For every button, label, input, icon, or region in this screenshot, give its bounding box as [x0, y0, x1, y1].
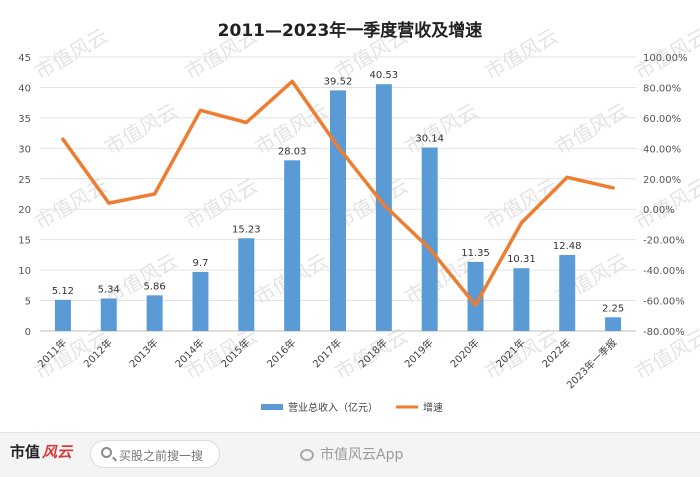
bar — [238, 238, 254, 331]
right-axis-tick-label: 40.00% — [643, 144, 681, 155]
footer-bar: 市值风云 买股之前搜一搜 市值风云App — [0, 432, 700, 477]
left-axis-tick-label: 40 — [18, 83, 31, 94]
legend: 营业总收入（亿元） 增速 — [261, 401, 443, 414]
bar — [605, 317, 621, 331]
watermark-text: 市值风云 — [31, 24, 112, 85]
bar-data-label: 30.14 — [415, 133, 444, 144]
weibo-watermark: 市值风云App — [300, 444, 403, 464]
left-axis-tick-label: 0 — [25, 327, 31, 338]
combo-chart: 市值风云市值风云市值风云市值风云市值风云市值风云市值风云市值风云市值风云市值风云… — [0, 0, 700, 432]
right-axis-tick-label: 20.00% — [643, 175, 681, 186]
chart-title: 2011—2023年一季度营收及增速 — [218, 20, 483, 41]
bar-data-label: 40.53 — [370, 70, 399, 81]
bar — [330, 90, 346, 331]
right-axis-tick-label: -20.00% — [643, 236, 685, 247]
left-axis-tick-label: 25 — [18, 175, 31, 186]
left-axis-tick-label: 10 — [18, 266, 31, 277]
bar — [147, 295, 163, 331]
bar-data-label: 11.35 — [461, 248, 490, 259]
watermark-layer: 市值风云市值风云市值风云市值风云市值风云市值风云市值风云市值风云市值风云市值风云… — [31, 24, 700, 385]
left-axis-ticks: 0 5 10 15 20 25 30 35 40 45 — [18, 53, 31, 338]
right-axis-tick-label: -40.00% — [643, 266, 685, 277]
right-axis-tick-label: 60.00% — [643, 114, 681, 125]
x-axis-tick-label: 2016年 — [264, 336, 298, 370]
watermark-text: 市值风云 — [401, 99, 482, 160]
bar — [559, 255, 575, 331]
legend-line-label: 增速 — [423, 401, 443, 414]
brand-name: 市值 — [10, 443, 40, 461]
bar-data-label: 15.23 — [232, 224, 261, 235]
bar — [513, 268, 529, 331]
watermark-text: 市值风云 — [31, 174, 112, 235]
right-axis-tick-label: -80.00% — [643, 327, 685, 338]
bar-data-label: 12.48 — [553, 241, 582, 252]
brand-mark: 风云 — [42, 443, 72, 461]
right-axis-tick-label: 100.00% — [643, 53, 688, 64]
watermark-text: 市值风云App — [320, 447, 403, 463]
bar — [376, 84, 392, 331]
weibo-icon — [300, 449, 314, 461]
right-axis-tick-label: 0.00% — [643, 205, 675, 216]
left-axis-tick-label: 15 — [18, 236, 31, 247]
bar — [284, 160, 300, 331]
search-placeholder: 买股之前搜一搜 — [119, 447, 203, 464]
x-axis-tick-label: 2013年 — [126, 336, 160, 370]
bar-data-label: 39.52 — [324, 76, 353, 87]
search-box[interactable]: 买股之前搜一搜 — [90, 440, 220, 468]
bar-data-label: 5.86 — [143, 281, 165, 292]
legend-bar-swatch — [261, 404, 283, 410]
bar — [192, 272, 208, 331]
search-icon — [101, 447, 112, 458]
bar — [55, 300, 71, 331]
watermark-text: 市值风云 — [101, 99, 182, 160]
left-axis-tick-label: 20 — [18, 205, 31, 216]
right-axis-tick-label: 80.00% — [643, 83, 681, 94]
bar-data-label: 10.31 — [507, 254, 536, 265]
left-axis-tick-label: 35 — [18, 114, 31, 125]
left-axis-tick-label: 30 — [18, 144, 31, 155]
bar-data-label: 28.03 — [278, 146, 307, 157]
bar-data-label: 2.25 — [602, 303, 624, 314]
bar-data-label: 9.7 — [193, 258, 209, 269]
bar — [101, 298, 117, 331]
chart-card: 市值风云市值风云市值风云市值风云市值风云市值风云市值风云市值风云市值风云市值风云… — [0, 0, 700, 432]
brand-logo[interactable]: 市值风云 — [10, 441, 72, 462]
watermark-text: 市值风云 — [481, 24, 562, 85]
right-axis-tick-label: -60.00% — [643, 297, 685, 308]
legend-bar-label: 营业总收入（亿元） — [288, 401, 378, 414]
bar-data-label: 5.12 — [52, 286, 74, 297]
left-axis-tick-label: 45 — [18, 53, 31, 64]
left-axis-tick-label: 5 — [25, 297, 31, 308]
watermark-text: 市值风云 — [551, 99, 632, 160]
x-axis-tick-label: 2020年 — [447, 336, 481, 370]
bar — [422, 147, 438, 331]
bar-data-label: 5.34 — [98, 284, 120, 295]
